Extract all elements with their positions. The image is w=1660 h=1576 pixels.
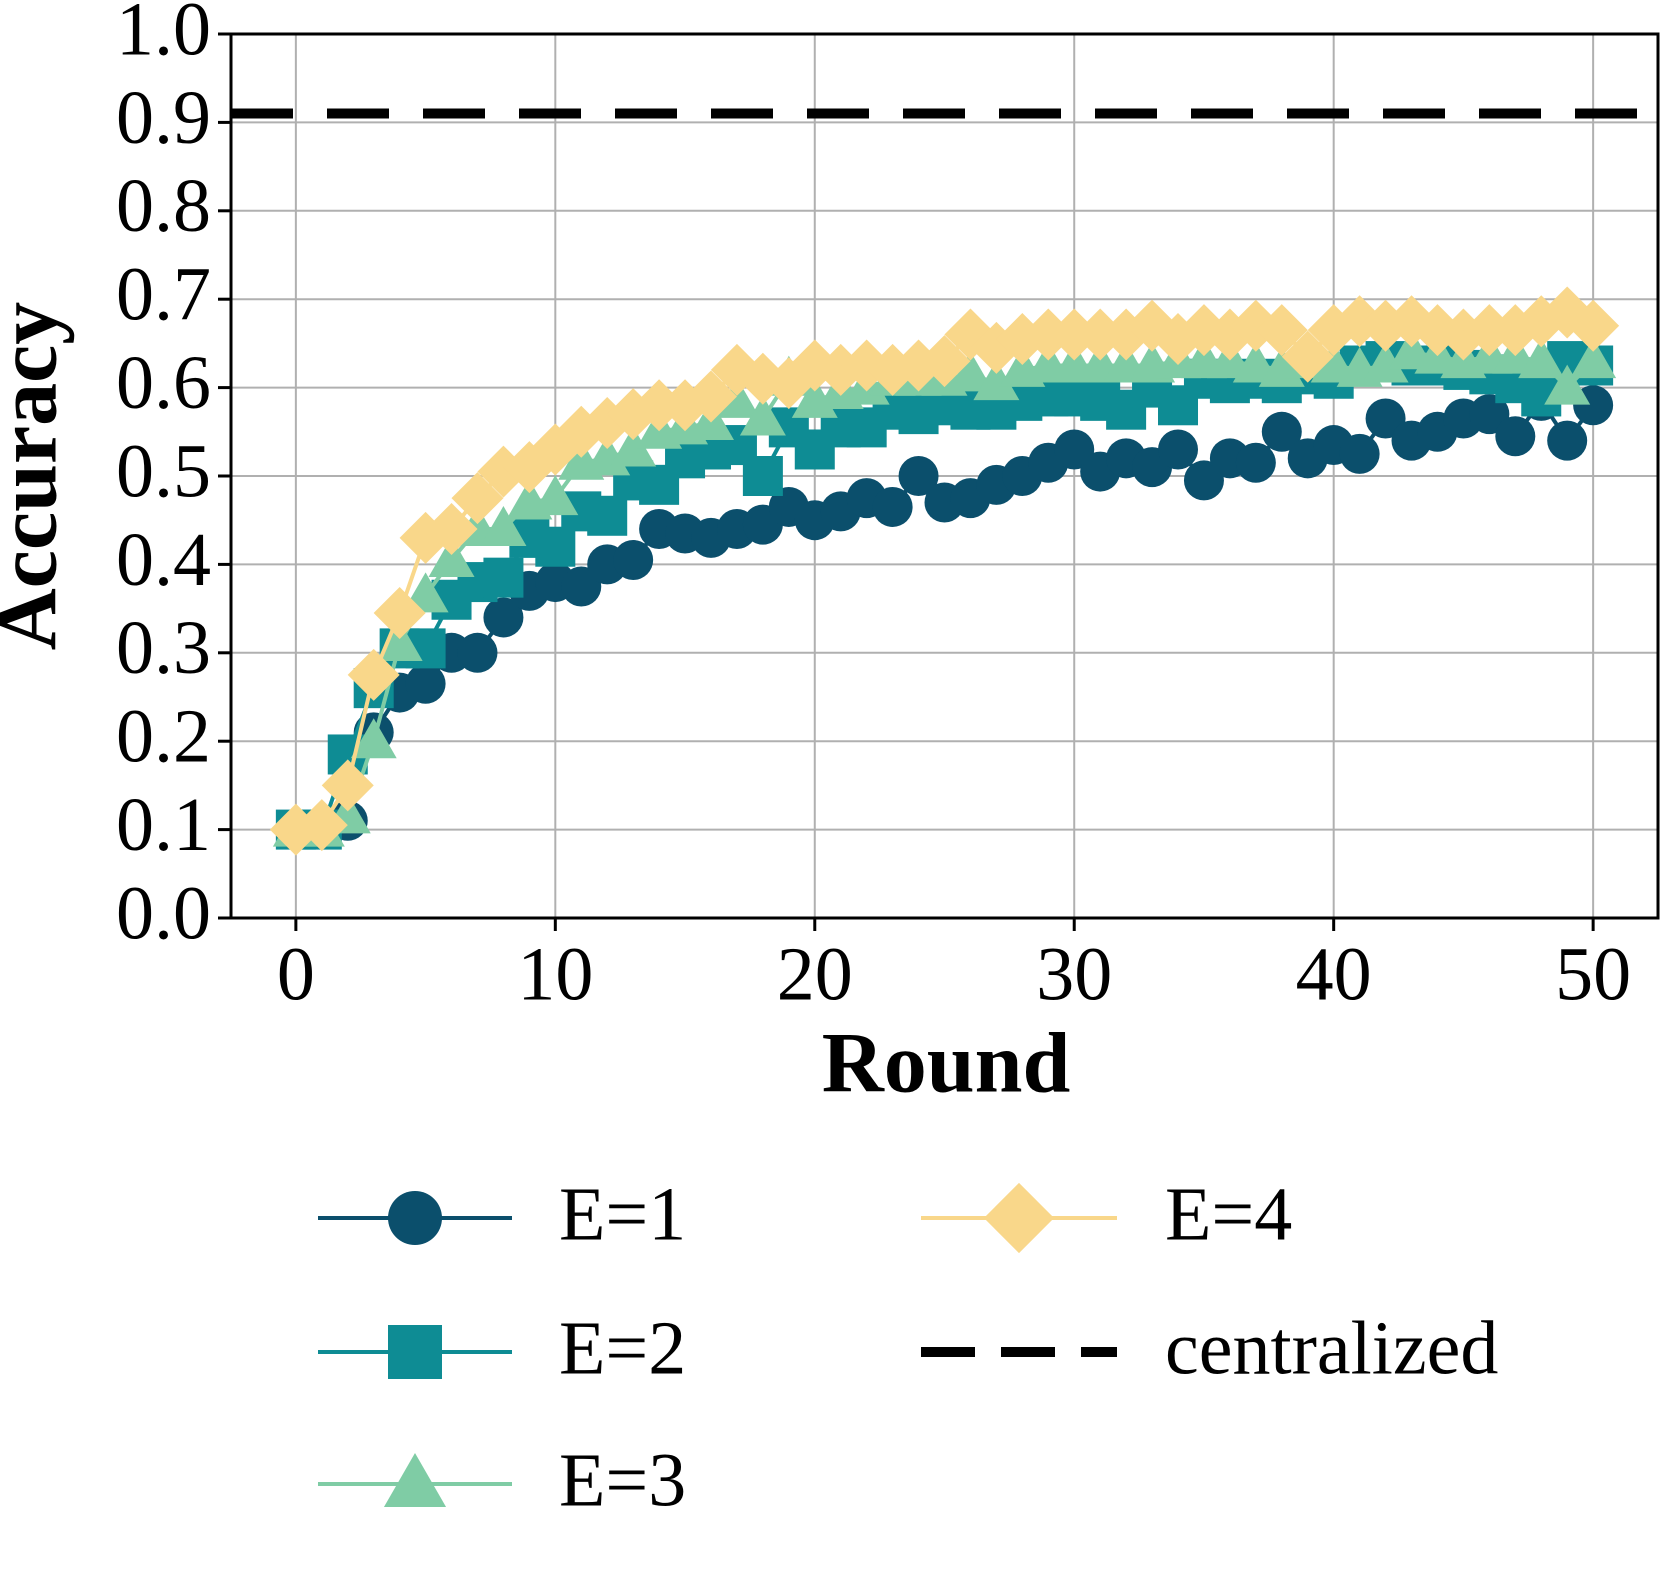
marker [1544,364,1591,405]
marker [388,1191,442,1245]
x-tick-label: 30 [1036,932,1112,1016]
series [275,380,1614,850]
marker [684,370,737,423]
marker [872,486,913,527]
legend-entry: E=3 [318,1438,686,1522]
y-tick-label: 0.4 [116,518,211,602]
y-tick-label: 0.7 [116,253,211,337]
marker [483,597,524,638]
x-tick-label: 10 [517,932,593,1016]
marker [532,475,579,516]
y-tick-label: 0.6 [116,341,211,425]
x-tick-label: 0 [277,932,315,1016]
legend-label: E=3 [559,1438,686,1522]
legend-entry: E=1 [318,1172,686,1256]
marker [1570,338,1617,379]
marker [918,335,971,388]
marker [739,395,786,436]
marker [350,718,397,759]
marker [1183,460,1224,501]
marker [405,663,446,704]
x-tick-label: 20 [777,932,853,1016]
marker [383,1452,447,1507]
marker [613,539,654,580]
y-tick-label: 0.9 [116,76,211,160]
marker [483,557,524,598]
marker [973,360,1020,401]
series [275,341,1614,850]
marker [535,526,576,567]
marker [742,456,783,496]
marker [1261,411,1302,452]
legend-entry: E=2 [318,1306,686,1390]
marker [983,1182,1055,1254]
x-tick-label: 50 [1555,932,1631,1016]
marker [457,632,498,673]
marker [425,503,478,556]
y-tick-label: 1.0 [116,0,211,71]
y-tick-label: 0.0 [116,871,211,955]
legend-label: centralized [1165,1306,1498,1390]
marker [1281,330,1334,383]
marker [1054,429,1095,470]
marker [898,456,939,496]
y-axis-label: Accuracy [0,302,75,651]
series [269,286,1620,856]
marker [388,1325,442,1379]
marker [480,506,527,547]
marker [1518,338,1565,379]
y-tick-label: 0.8 [116,164,211,248]
marker [561,566,602,607]
marker [373,587,426,640]
y-tick-label: 0.5 [116,429,211,513]
y-tick-label: 0.2 [116,695,211,779]
y-tick-label: 0.3 [116,606,211,690]
marker [1158,429,1199,470]
marker [1495,416,1536,457]
plot-frame [229,32,1660,920]
legend-entry: E=4 [921,1172,1292,1256]
legend-label: E=4 [1165,1172,1292,1256]
legend-entry: centralized [921,1306,1498,1390]
marker [587,495,628,536]
legend-label: E=1 [559,1172,686,1256]
x-axis-label: Round [822,1015,1071,1111]
y-tick-label: 0.1 [116,783,211,867]
marker [1547,420,1588,461]
marker [451,472,504,525]
marker [347,648,400,701]
marker [1469,394,1510,435]
legend-label: E=2 [559,1306,686,1390]
marker [947,351,994,392]
marker [1365,398,1406,439]
marker [1362,342,1409,383]
marker [1339,433,1380,474]
marker [321,759,374,812]
marker [428,536,475,577]
marker [1567,299,1620,352]
marker [376,620,423,661]
marker [1235,442,1276,483]
marker [295,799,348,852]
marker [610,426,657,467]
marker [1255,304,1308,357]
x-tick-label: 40 [1296,932,1372,1016]
